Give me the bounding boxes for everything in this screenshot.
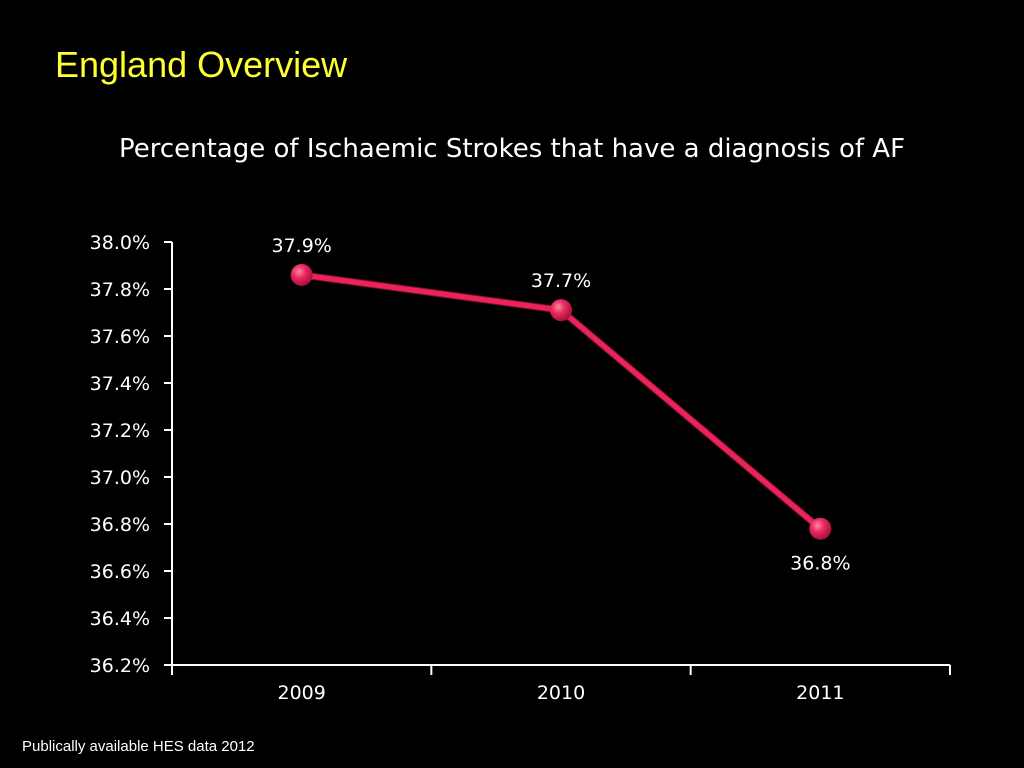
data-point xyxy=(550,299,572,322)
x-tick-label: 2010 xyxy=(537,682,585,704)
data-point xyxy=(809,517,832,540)
y-tick-label: 38.0% xyxy=(90,232,150,254)
data-label: 37.7% xyxy=(531,270,591,292)
y-tick-label: 36.4% xyxy=(90,608,150,630)
chart-title: Percentage of Ischaemic Strokes that hav… xyxy=(118,134,906,164)
data-label: 36.8% xyxy=(790,553,850,575)
y-tick-label: 36.2% xyxy=(90,655,150,677)
data-label: 37.9% xyxy=(271,235,331,257)
y-tick-label: 37.8% xyxy=(90,279,150,301)
data-point xyxy=(290,263,313,286)
y-tick-label: 36.6% xyxy=(90,561,150,583)
slide-title: England Overview xyxy=(55,44,348,85)
y-tick-label: 37.2% xyxy=(90,420,150,442)
y-tick-label: 37.6% xyxy=(90,326,150,348)
y-tick-label: 36.8% xyxy=(90,514,150,536)
source-footnote: Publically available HES data 2012 xyxy=(22,738,255,755)
x-tick-label: 2011 xyxy=(796,682,844,704)
y-tick-label: 37.4% xyxy=(90,373,150,395)
x-tick-label: 2009 xyxy=(277,682,325,704)
y-tick-label: 37.0% xyxy=(90,467,150,489)
